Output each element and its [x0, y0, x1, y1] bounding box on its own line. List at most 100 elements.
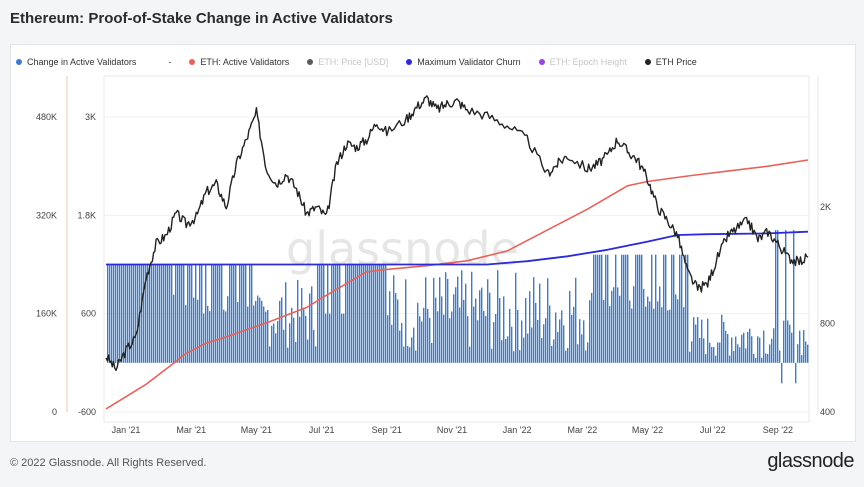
change-bar [423, 307, 425, 363]
change-bar [417, 302, 419, 363]
change-bar [439, 277, 441, 363]
legend-dot-icon [16, 59, 22, 65]
change-bar [379, 264, 381, 363]
change-bar [569, 291, 571, 363]
change-bar [397, 299, 399, 363]
max-validator-churn-line [106, 230, 809, 266]
change-bar [517, 310, 519, 363]
change-bar [207, 305, 209, 363]
change-bar [359, 264, 361, 363]
change-bar [235, 264, 237, 363]
change-bar [751, 336, 753, 363]
change-bar [301, 288, 303, 363]
change-bar [713, 347, 715, 363]
change-bar [581, 334, 583, 363]
legend-item-eth-price[interactable]: ETH Price [644, 57, 697, 67]
change-bar [675, 294, 677, 363]
change-bar [553, 339, 555, 363]
legend-item-eth-price-usd[interactable]: ETH: Price [USD] [307, 57, 388, 67]
plot-area [103, 75, 810, 423]
change-bar [681, 254, 683, 363]
change-bar [345, 264, 347, 363]
change-bar [411, 337, 413, 363]
change-bar [425, 277, 427, 363]
change-bar [409, 347, 411, 363]
change-bar [341, 313, 343, 363]
change-bar [371, 264, 373, 363]
change-bar [633, 286, 635, 363]
chart-title: Ethereum: Proof-of-Stake Change in Activ… [10, 10, 393, 27]
change-bar [357, 264, 359, 363]
change-bar [697, 317, 699, 363]
change-bar [273, 323, 275, 363]
change-bar [369, 264, 371, 363]
change-bar [803, 330, 805, 363]
change-bar [599, 254, 601, 363]
change-bar [187, 264, 189, 363]
change-bar [391, 324, 393, 363]
legend-item-change-in-active-validators[interactable]: Change in Active Validators [16, 57, 136, 67]
change-bar [153, 264, 155, 363]
change-bar [407, 346, 409, 363]
change-bar [263, 306, 265, 363]
change-bar [749, 328, 751, 363]
change-bar [653, 308, 655, 363]
change-bar [579, 319, 581, 363]
legend: Change in Active Validators - ETH: Activ… [16, 54, 715, 70]
change-bar [659, 286, 661, 363]
change-bar [519, 350, 521, 363]
change-bar [107, 264, 109, 363]
change-bar [299, 316, 301, 363]
change-bar [433, 277, 435, 363]
change-bar [389, 291, 391, 363]
legend-label: ETH: Epoch Height [549, 57, 627, 67]
change-bar [799, 330, 801, 363]
change-bar [321, 264, 323, 363]
change-bar [619, 295, 621, 363]
x-tick-label: Sep '21 [372, 425, 402, 435]
change-bar [461, 270, 463, 363]
change-bar [309, 293, 311, 363]
change-bar [679, 254, 681, 363]
change-bar [793, 230, 795, 363]
change-bar [515, 272, 517, 363]
change-bar [687, 254, 689, 363]
change-bar [673, 254, 675, 363]
change-bar [767, 354, 769, 363]
change-bar [627, 254, 629, 363]
change-bar [415, 350, 417, 363]
legend-dot-icon [406, 59, 413, 65]
change-bar [327, 264, 329, 363]
validators-tick-label: 0 [52, 407, 57, 417]
change-bar [431, 342, 433, 363]
change-bar [317, 264, 319, 363]
change-bar [141, 264, 143, 363]
legend-item-eth-epoch-height[interactable]: ETH: Epoch Height [538, 57, 627, 67]
change-bar [233, 264, 235, 363]
change-bar [255, 300, 257, 363]
change-bar [165, 264, 167, 363]
change-bar [451, 311, 453, 363]
change-bar [635, 254, 637, 363]
change-bar [219, 264, 221, 363]
change-bar [337, 264, 339, 363]
change-bar [491, 348, 493, 363]
change-bar [251, 264, 253, 363]
change-bar [293, 317, 295, 363]
legend-item-eth-active-validators[interactable]: ETH: Active Validators [189, 57, 289, 67]
change-bar [709, 342, 711, 363]
change-bar [547, 278, 549, 363]
change-bar [609, 306, 611, 363]
change-bar [459, 307, 461, 363]
change-bar [375, 264, 377, 363]
change-bar [281, 297, 283, 363]
legend-item-maximum-validator-churn[interactable]: Maximum Validator Churn [406, 57, 521, 67]
change-bar [685, 254, 687, 363]
change-bar [117, 264, 119, 363]
change-bar [805, 341, 807, 363]
change-bar [199, 264, 201, 363]
change-bar [755, 357, 757, 363]
change-bar [769, 344, 771, 363]
change-bar [625, 254, 627, 363]
change-bar [669, 309, 671, 363]
